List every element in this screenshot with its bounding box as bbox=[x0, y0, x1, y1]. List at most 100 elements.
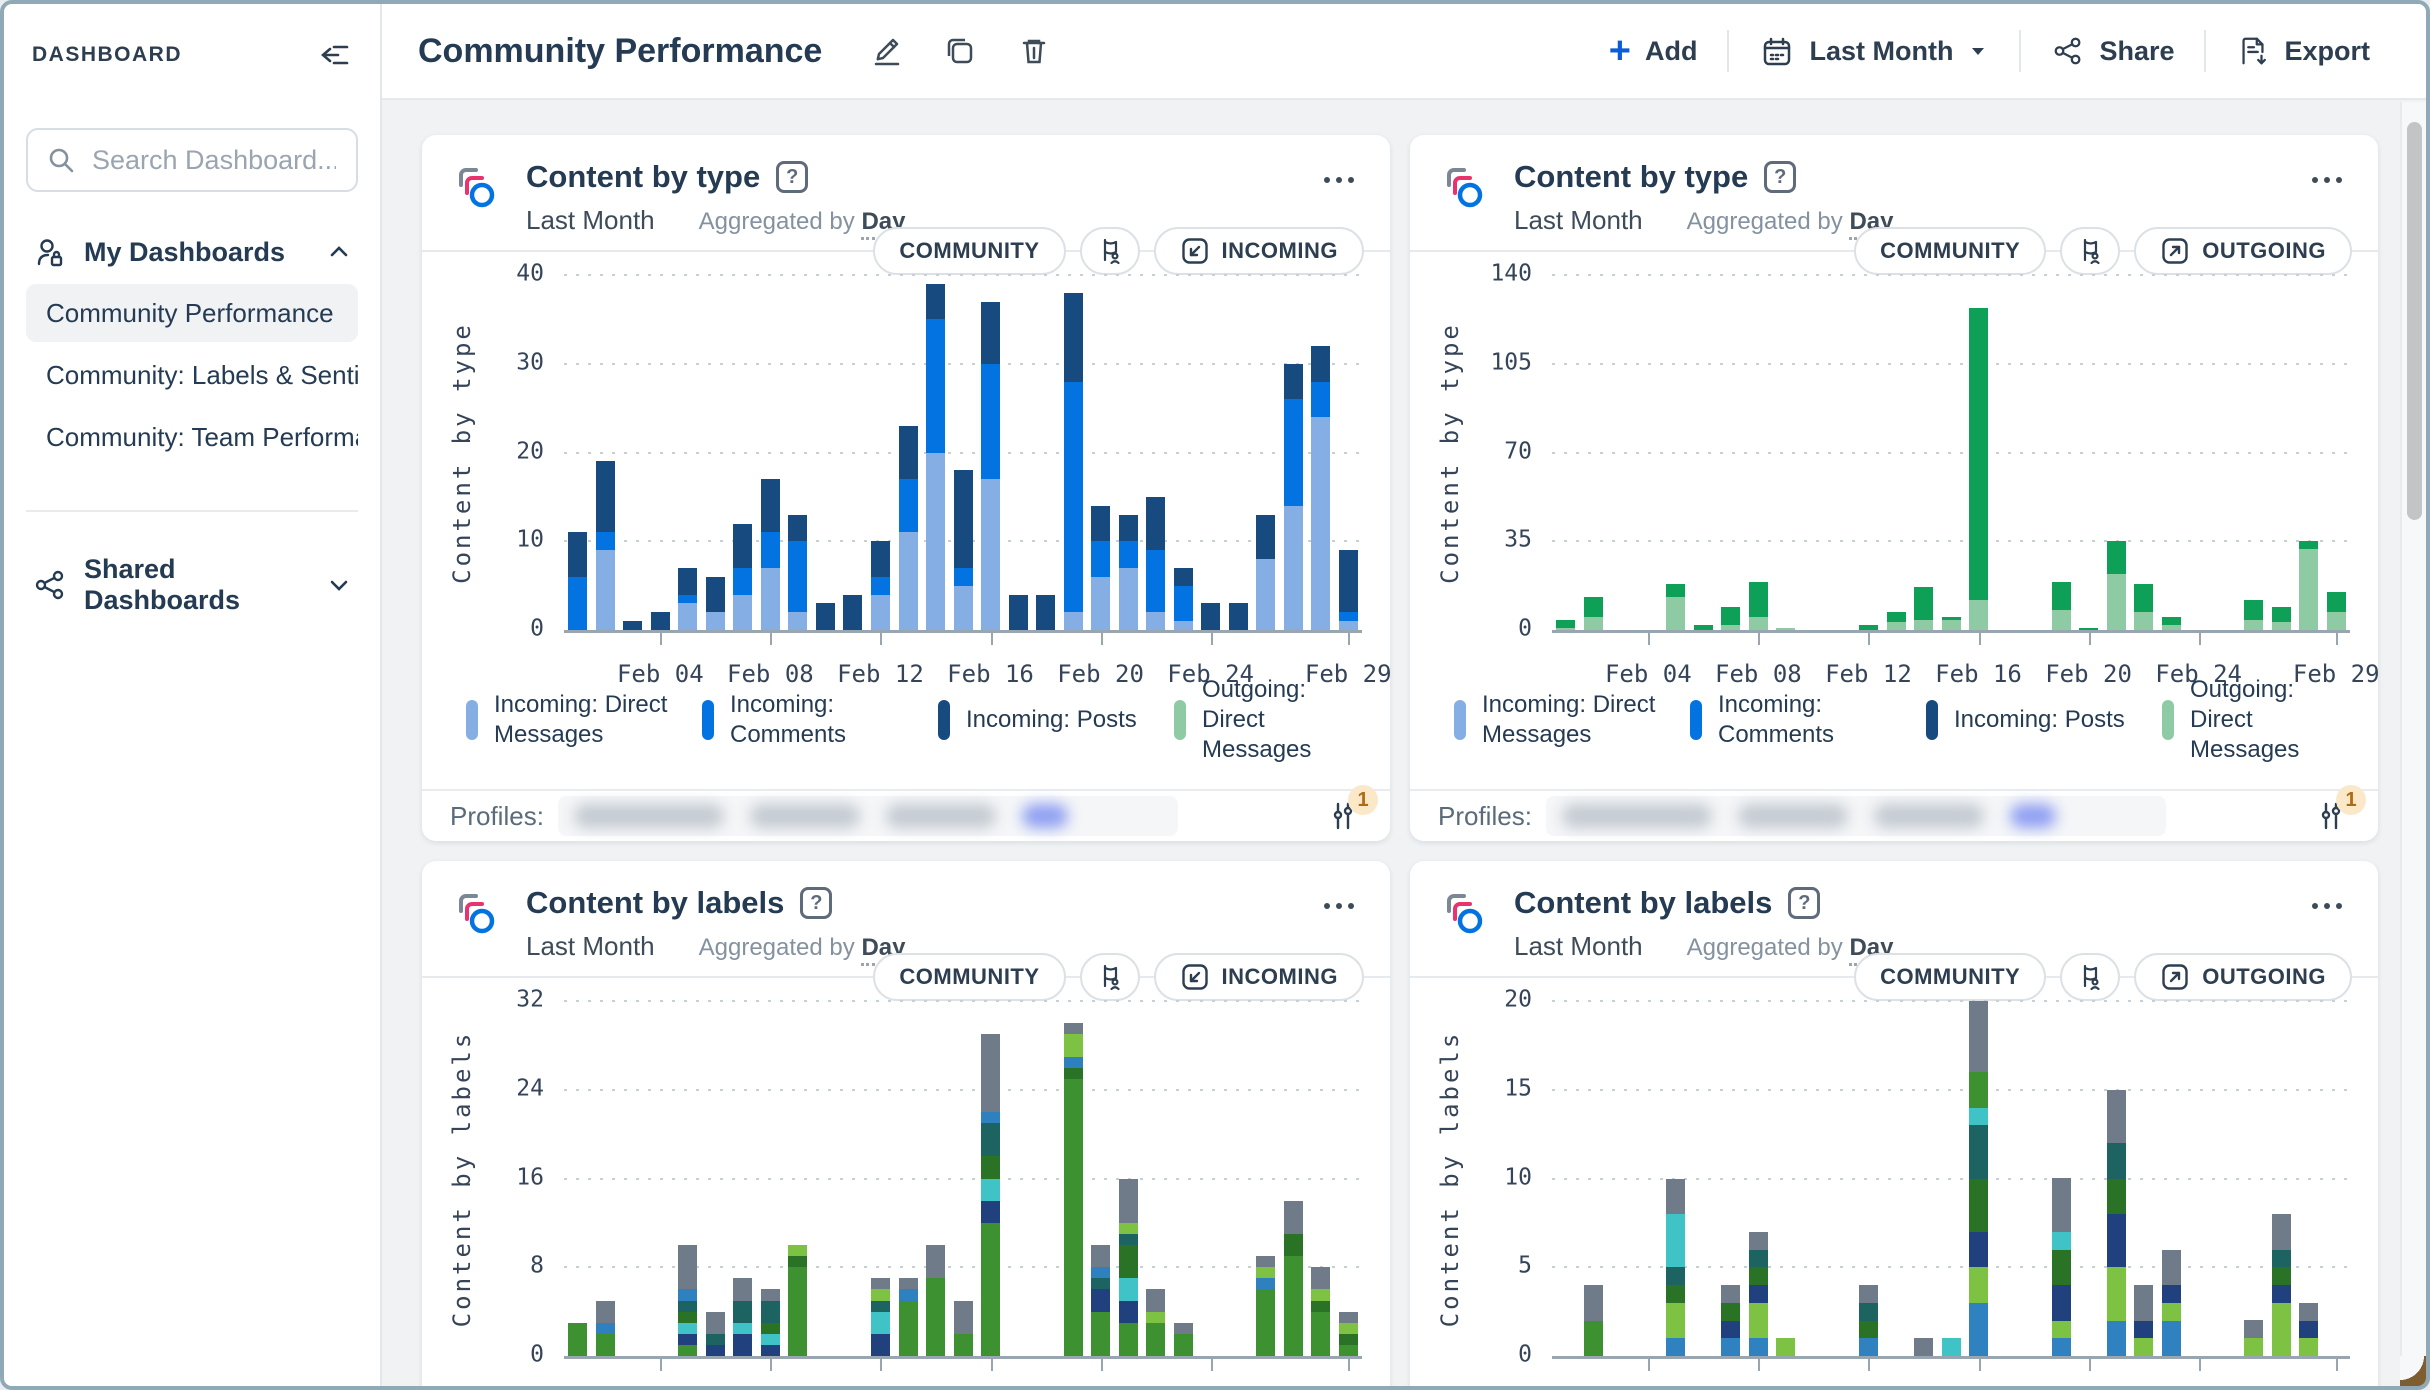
bar-segment bbox=[595, 461, 615, 533]
bar-segment bbox=[1666, 597, 1686, 630]
direction-filter-pill[interactable]: INCOMING bbox=[1153, 227, 1364, 275]
bar-segment bbox=[1748, 1249, 1768, 1268]
sidebar-item[interactable]: Community: Labels & Senti... bbox=[46, 359, 358, 390]
bar-segment bbox=[1146, 1289, 1166, 1312]
bar-segment bbox=[678, 1300, 698, 1312]
x-axis-tick bbox=[990, 1359, 993, 1371]
bar-segment bbox=[2051, 1249, 2071, 1285]
bar-segment bbox=[981, 363, 1000, 480]
export-button[interactable]: Export bbox=[2236, 34, 2370, 68]
stacked-bar-chart: 0 35 70 105 140 Feb 04 Feb 08 Feb 12 Feb 16 Feb 2… bbox=[1436, 261, 2378, 688]
collapse-sidebar-icon[interactable] bbox=[318, 38, 352, 72]
chart-card: Content by labels ? Last Month Aggregate… bbox=[1410, 861, 2378, 1386]
help-icon[interactable]: ? bbox=[1764, 161, 1797, 193]
legend-item[interactable]: Incoming: Direct Messages bbox=[466, 675, 702, 765]
bar-segment bbox=[678, 1344, 698, 1356]
bar-segment bbox=[2271, 1284, 2291, 1303]
bar-segment bbox=[2299, 1302, 2319, 1321]
search-input[interactable] bbox=[90, 143, 338, 177]
direction-filter-pill[interactable]: OUTGOING bbox=[2134, 953, 2352, 1001]
help-icon[interactable]: ? bbox=[1788, 887, 1821, 919]
legend-item[interactable]: Outgoing: Direct Messages bbox=[1174, 675, 1374, 765]
share-button[interactable]: Share bbox=[2051, 34, 2174, 68]
bar-segment bbox=[870, 1333, 890, 1356]
bar-segment bbox=[815, 603, 835, 630]
bar-segment bbox=[1748, 1284, 1768, 1303]
bar-segment bbox=[1583, 1320, 1603, 1356]
community-filter-pill[interactable]: COMMUNITY bbox=[873, 227, 1066, 275]
bar-segment bbox=[2106, 1178, 2126, 1214]
shared-dashboards-section[interactable]: Shared Dashboards bbox=[26, 554, 358, 616]
bar-segment bbox=[568, 532, 588, 577]
delete-icon[interactable] bbox=[1016, 33, 1052, 69]
bar-segment bbox=[2326, 591, 2346, 613]
edit-icon[interactable] bbox=[868, 33, 904, 69]
bar-segment bbox=[1941, 617, 1961, 620]
card-menu-button[interactable] bbox=[1318, 885, 1360, 927]
bar-segment bbox=[2106, 1320, 2126, 1356]
bar-segment bbox=[1666, 1267, 1686, 1285]
duplicate-icon[interactable] bbox=[942, 33, 978, 69]
audience-map-icon[interactable] bbox=[1079, 227, 1140, 275]
bar-segment bbox=[870, 576, 890, 595]
card-menu-button[interactable] bbox=[2306, 159, 2348, 201]
bar-segment bbox=[2134, 1320, 2154, 1339]
bar-segment bbox=[1173, 1322, 1193, 1334]
profiles-filter-button[interactable]: 1 bbox=[1324, 785, 1378, 835]
community-filter-pill[interactable]: COMMUNITY bbox=[1854, 227, 2047, 275]
legend-item[interactable]: Incoming: Posts bbox=[938, 675, 1174, 765]
sidebar-item[interactable]: Community: Team Performa... bbox=[46, 421, 358, 452]
my-dashboards-section[interactable]: My Dashboards bbox=[26, 234, 358, 270]
bar-segment bbox=[981, 301, 1000, 364]
bar-segment bbox=[1311, 346, 1331, 382]
blurred-profile bbox=[885, 804, 996, 828]
sidebar-item[interactable]: Community Performance bbox=[26, 284, 358, 342]
community-filter-pill[interactable]: COMMUNITY bbox=[873, 953, 1066, 1001]
divider bbox=[2204, 30, 2207, 72]
bar-segment bbox=[2106, 1143, 2126, 1179]
community-filter-pill[interactable]: COMMUNITY bbox=[1854, 953, 2047, 1001]
bar-segment bbox=[568, 1322, 588, 1356]
x-axis-tick-label: Feb 16 bbox=[947, 660, 1034, 688]
legend-item[interactable]: Incoming: Comments bbox=[1690, 675, 1926, 765]
legend-label: Incoming: Posts bbox=[1954, 706, 2125, 733]
x-axis-tick-label: Feb 04 bbox=[1604, 660, 1692, 688]
x-axis-tick-label: Feb 20 bbox=[2045, 660, 2132, 688]
add-button[interactable]: + Add bbox=[1608, 30, 1698, 72]
bar-segment bbox=[1118, 567, 1138, 630]
direction-filter-pill[interactable]: INCOMING bbox=[1153, 953, 1364, 1001]
legend-item[interactable]: Outgoing: Direct Messages bbox=[2162, 675, 2362, 765]
legend-item[interactable]: Incoming: Comments bbox=[702, 675, 938, 765]
scrollbar-thumb[interactable] bbox=[2407, 122, 2422, 520]
scrollbar-corner bbox=[2400, 1356, 2426, 1386]
bar-segment bbox=[1311, 1300, 1331, 1312]
date-range-selector[interactable]: Last Month bbox=[1759, 33, 1989, 69]
bar-segment bbox=[1311, 1289, 1331, 1301]
bar-segment bbox=[1666, 584, 1686, 597]
direction-filter-pill[interactable]: OUTGOING bbox=[2134, 227, 2352, 275]
bar-segment bbox=[2161, 617, 2181, 625]
profiles-filter-button[interactable]: 1 bbox=[2312, 785, 2366, 835]
profiles-row: Profiles: 1 bbox=[1410, 785, 2378, 841]
bar-segment bbox=[1941, 619, 1961, 630]
x-axis-tick bbox=[1648, 1359, 1651, 1371]
help-icon[interactable]: ? bbox=[776, 161, 809, 193]
card-menu-button[interactable] bbox=[1318, 159, 1360, 201]
card-menu-button[interactable] bbox=[2306, 885, 2348, 927]
bar-segment bbox=[981, 479, 1000, 630]
audience-map-icon[interactable] bbox=[2060, 953, 2121, 1001]
x-axis-tick bbox=[1100, 1359, 1103, 1371]
bar-segment bbox=[953, 470, 973, 568]
bar-segment bbox=[1146, 1311, 1166, 1323]
legend-item[interactable]: Incoming: Posts bbox=[1926, 675, 2162, 765]
help-icon[interactable]: ? bbox=[800, 887, 833, 919]
bar-segment bbox=[1748, 1338, 1768, 1356]
x-axis-tick bbox=[1348, 633, 1351, 645]
y-axis-tick-label: 40 bbox=[516, 260, 544, 287]
bar-segment bbox=[678, 567, 698, 595]
bar-segment bbox=[1941, 1338, 1961, 1356]
legend-item[interactable]: Incoming: Direct Messages bbox=[1454, 675, 1690, 765]
audience-map-icon[interactable] bbox=[1079, 953, 1140, 1001]
bar-segment bbox=[595, 532, 615, 551]
audience-map-icon[interactable] bbox=[2060, 227, 2121, 275]
